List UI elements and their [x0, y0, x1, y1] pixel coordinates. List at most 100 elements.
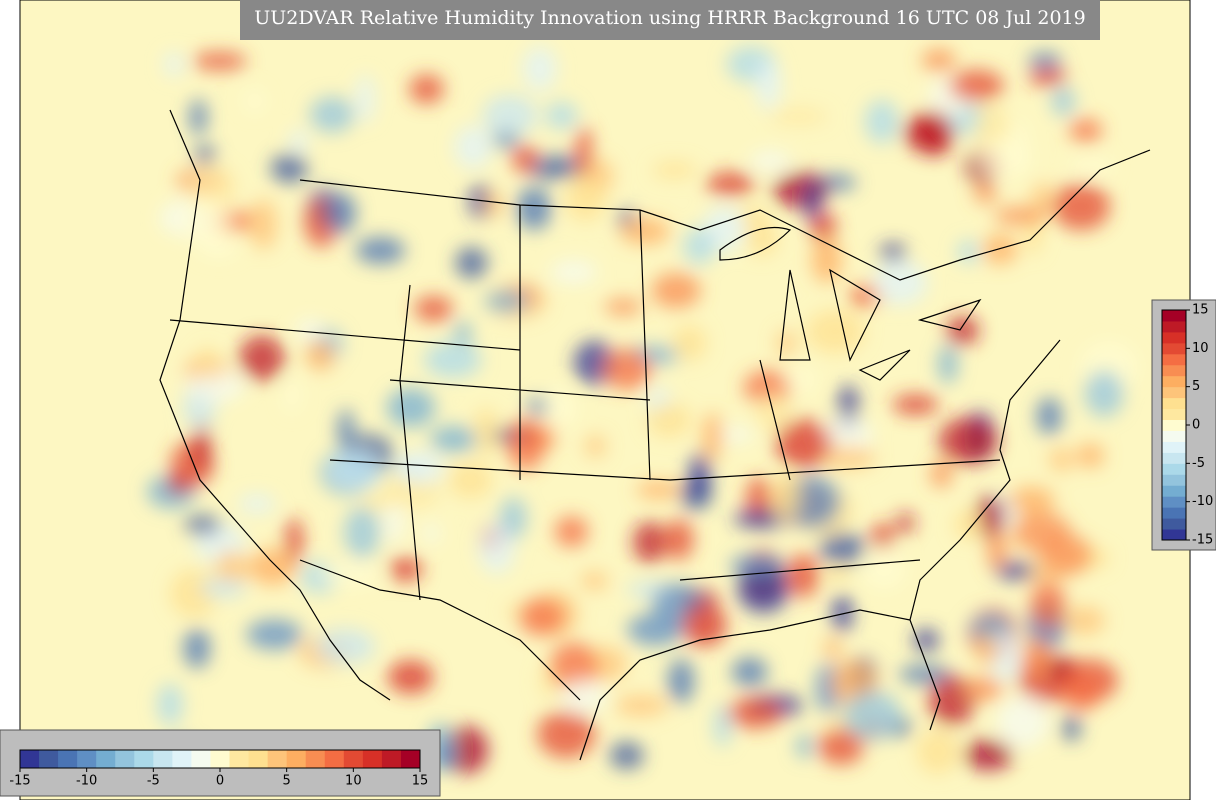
field-blob — [1069, 118, 1103, 143]
field-blob — [337, 409, 355, 453]
colorbar-tick-label: 0 — [1192, 418, 1200, 433]
field-blob — [976, 632, 998, 668]
field-blob — [1008, 486, 1055, 515]
field-blob — [249, 548, 296, 586]
field-blob — [526, 155, 587, 180]
field-blob — [729, 554, 786, 577]
field-blob — [386, 388, 436, 428]
field-blob — [731, 657, 768, 687]
field-blob — [483, 191, 504, 218]
field-blob — [938, 344, 958, 384]
field-blob — [239, 335, 285, 381]
field-blob — [163, 52, 184, 77]
field-blob — [189, 98, 207, 136]
field-blob — [429, 425, 478, 453]
colorbar-segment — [229, 750, 250, 768]
colorbar-segment — [1162, 485, 1186, 497]
field-blob — [930, 460, 953, 489]
colorbar-tick-label: 5 — [1192, 379, 1200, 394]
field-blob — [776, 330, 796, 357]
field-blob — [843, 690, 902, 741]
field-blob — [912, 628, 940, 652]
field-blob — [851, 289, 869, 307]
field-blob — [973, 182, 997, 204]
field-blob — [957, 240, 979, 264]
colorbar-tick-label: 10 — [345, 774, 362, 789]
field-blob — [627, 613, 684, 646]
field-blob — [635, 481, 682, 499]
boundaries — [159, 109, 1151, 761]
field-blob — [928, 675, 975, 727]
field-blob — [244, 88, 266, 113]
colorbar-segment — [134, 750, 154, 768]
field-blob — [871, 260, 928, 306]
colorbar-segment — [153, 750, 173, 768]
colorbar-tick-label: -10 — [76, 774, 97, 789]
colorbar-segment — [267, 750, 288, 768]
field-blob — [896, 512, 915, 534]
field-blob — [511, 143, 538, 174]
field-blob — [559, 679, 607, 714]
field-blob — [827, 564, 848, 583]
field-blob — [772, 472, 802, 521]
field-blob — [879, 243, 907, 263]
field-blob — [289, 128, 308, 155]
field-blob — [862, 548, 907, 590]
colorbar-segment — [1162, 441, 1186, 453]
field-blob — [193, 420, 211, 472]
field-blob — [915, 110, 954, 157]
east-gulf-coast — [579, 339, 1061, 761]
field-blob — [963, 676, 1004, 702]
field-blob — [484, 290, 529, 312]
field-blob — [946, 315, 979, 346]
field-blob — [199, 346, 216, 377]
field-blob — [157, 683, 183, 726]
field-blob — [706, 172, 755, 196]
field-blob — [652, 161, 697, 179]
field-blob — [355, 237, 406, 265]
field-blob — [817, 728, 864, 765]
field-blob — [1076, 443, 1105, 468]
field-blob — [528, 396, 548, 416]
field-blob — [824, 638, 842, 659]
field-blob — [651, 272, 701, 309]
field-blob — [295, 319, 325, 341]
field-blob — [423, 522, 440, 544]
field-blob — [585, 435, 606, 458]
field-blob — [492, 130, 519, 149]
field-blob — [619, 217, 670, 245]
colorbar-segment — [115, 750, 135, 768]
colorbar-segment — [362, 750, 383, 768]
field-blob — [1084, 370, 1124, 417]
field-blob — [870, 523, 895, 550]
field-blob — [820, 446, 876, 469]
innovation-field — [147, 45, 1138, 775]
colorbar-segment — [248, 750, 269, 768]
field-blob — [733, 509, 791, 529]
field-blob — [898, 664, 952, 684]
field-blob — [238, 494, 275, 514]
field-blob — [702, 412, 723, 461]
colorbar-segment — [1162, 430, 1186, 442]
field-blob — [306, 338, 335, 371]
field-blob — [448, 461, 493, 499]
field-blob — [785, 366, 817, 394]
field-blob — [550, 259, 598, 285]
field-blob — [647, 402, 692, 438]
field-blob — [214, 550, 250, 587]
field-blob — [183, 628, 211, 669]
field-blob — [746, 221, 778, 256]
field-blob — [554, 516, 589, 548]
colorbar-segment — [1162, 452, 1186, 464]
field-blob — [249, 199, 278, 250]
colorbar-segment — [1162, 518, 1186, 530]
field-blob — [537, 710, 596, 759]
field-blob — [1062, 673, 1101, 711]
field-blob — [963, 739, 1014, 771]
field-blob — [326, 450, 383, 491]
field-blob — [632, 521, 667, 564]
colorbar-segment — [1162, 375, 1186, 388]
field-blob — [516, 186, 552, 231]
